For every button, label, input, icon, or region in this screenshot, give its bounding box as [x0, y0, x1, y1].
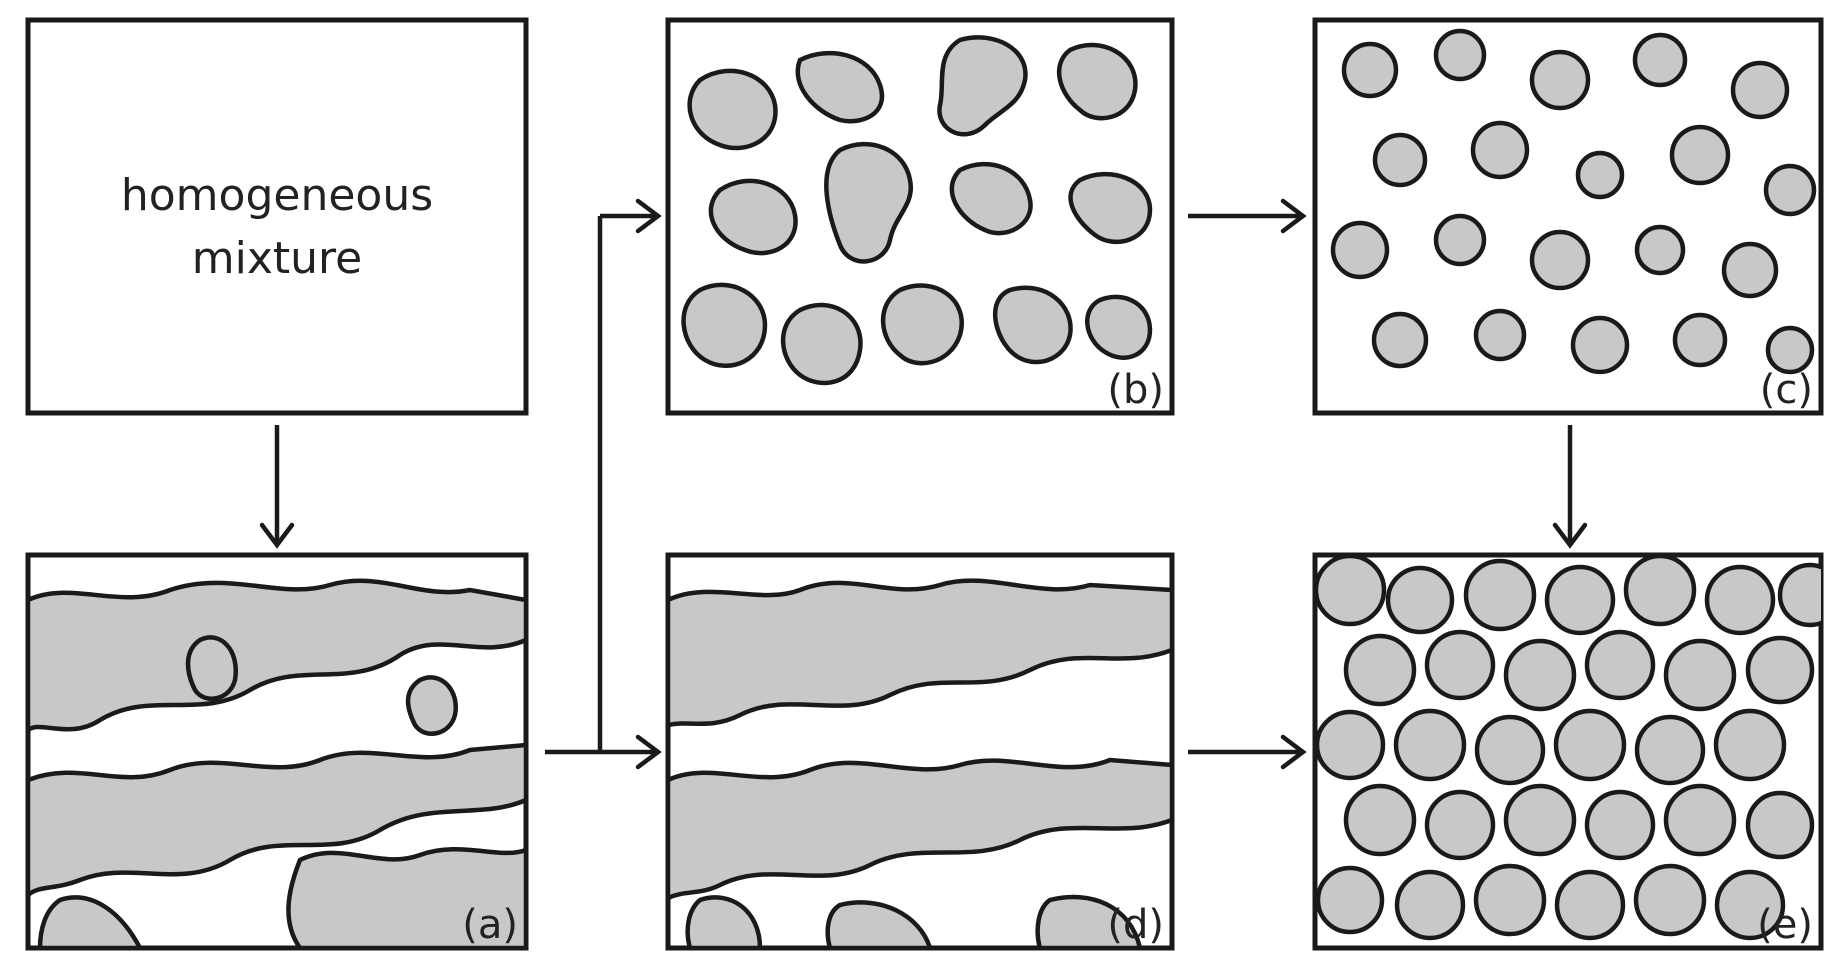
panel-e-domains — [1315, 555, 1821, 941]
panel-a-domains — [28, 578, 526, 948]
panel-b-label: (b) — [1107, 367, 1164, 413]
panel-c-domains — [1330, 28, 1817, 375]
panel-b-domains — [681, 35, 1153, 386]
panel-d: (d) — [665, 552, 1175, 951]
panel-c: (c) — [1312, 17, 1824, 416]
arrow-d-to-e — [1188, 734, 1307, 770]
arrow-c-to-e — [1552, 425, 1588, 549]
panel-e: (e) — [1312, 552, 1824, 951]
homogeneous-mixture-box: homogeneous mixture — [25, 17, 529, 416]
arrow-b-to-c — [1188, 198, 1307, 234]
arrow-a-to-b — [597, 198, 662, 752]
panel-d-domains — [668, 578, 1172, 948]
arrow-start-to-a — [259, 425, 295, 549]
panel-a-label: (a) — [462, 902, 518, 948]
panel-e-label: (e) — [1757, 902, 1813, 948]
panel-b: (b) — [665, 17, 1175, 416]
start-box-line1: homogeneous — [121, 170, 433, 221]
start-box-line2: mixture — [192, 233, 362, 284]
panel-d-label: (d) — [1107, 902, 1164, 948]
arrows — [259, 198, 1588, 770]
panel-a: (a) — [25, 552, 529, 951]
panel-c-label: (c) — [1760, 367, 1813, 413]
